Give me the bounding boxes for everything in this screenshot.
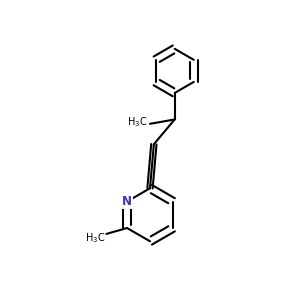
Text: H$_3$C: H$_3$C: [127, 116, 147, 129]
Text: N: N: [122, 195, 132, 208]
Text: H$_3$C: H$_3$C: [85, 231, 105, 245]
